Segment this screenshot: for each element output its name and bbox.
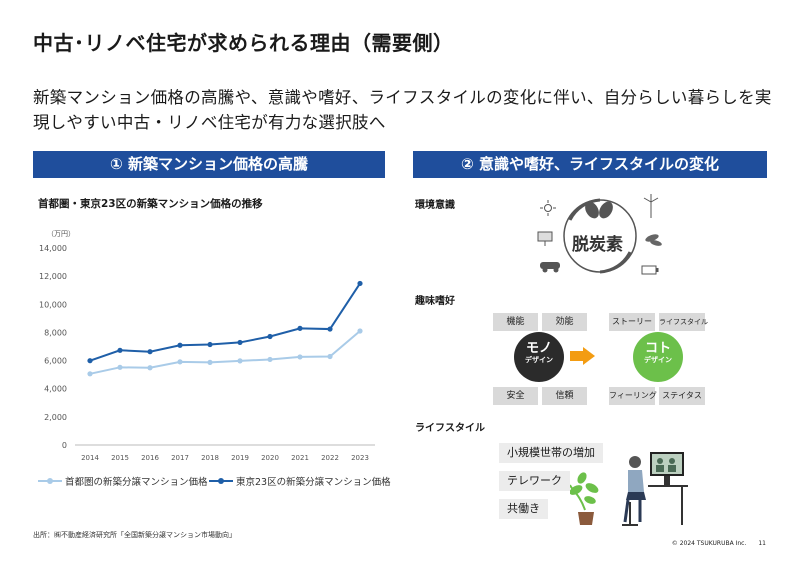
x-tick-label: 2017 [171,454,189,462]
koto-title: コト [644,341,671,356]
lifestyle-item: 共働き [499,499,548,519]
x-tick-label: 2016 [141,454,159,462]
legend-item-tokyo23: 東京23区の新築分譲マンション価格 [209,474,391,488]
x-tick-label: 2018 [201,454,219,462]
x-tick-label: 2022 [321,454,339,462]
legend-swatch-capital [38,476,62,486]
hobby-label: 趣味嗜好 [415,296,455,307]
leaves-icon [645,234,662,246]
data-point [237,358,243,364]
source-note: 出所：㈱不動産経済研究所「全国新築分譲マンション市場動向」 [33,531,236,539]
y-tick-label: 10,000 [39,300,67,309]
x-tick-label: 2021 [291,454,309,462]
data-point [327,353,333,360]
y-tick-label: 6,000 [44,357,67,366]
eco-label: 環境意識 [415,200,455,211]
y-tick-label: 4,000 [44,385,67,394]
koto-item: ステイタス [659,387,705,405]
data-point [267,356,273,363]
price-line-chart: （万円） 0 2,000 4,000 6,000 8,000 10,000 12,000 14,… [39,230,375,462]
solar-panel-icon [537,231,553,246]
y-tick-label: 2,000 [44,413,67,422]
left-section-header: ① 新築マンション価格の高騰 [33,151,385,178]
electric-car-icon [540,262,560,273]
koto-subtitle: デザイン [644,356,672,364]
chair-icon [622,502,638,526]
decarbonization-illustration [537,194,662,275]
data-point [87,371,93,377]
legend-swatch-tokyo23 [209,476,233,486]
y-unit-label: （万円） [47,230,75,238]
y-tick-label: 12,000 [39,272,67,281]
data-point [207,359,213,366]
lifestyle-item: テレワーク [499,471,570,491]
koto-design-circle: コト デザイン [633,332,683,382]
x-tick-label: 2014 [81,454,99,462]
data-point [147,365,153,371]
data-point [177,342,183,348]
desk-icon [648,485,688,525]
data-point [117,347,123,353]
wind-turbine-icon [643,194,659,218]
page-title: 中古･リノベ住宅が求められる理由（需要側） [33,31,454,55]
data-point [237,339,243,346]
koto-item: ストーリー [609,313,655,331]
data-point [117,364,123,370]
data-point [297,325,303,331]
lead-text: 新築マンション価格の高騰や、意識や嗜好、ライフスタイルの変化に伴い、自分らしい暮… [33,88,772,132]
right-section-header: ② 意識や嗜好、ライフスタイルの変化 [413,151,767,178]
x-tick-label: 2015 [111,454,129,462]
plant-icon [570,472,599,525]
arrow-right-icon [583,347,595,365]
mono-item: 信頼 [542,387,587,405]
y-tick-label: 0 [62,441,67,450]
monitor-icon [650,452,684,486]
data-point [207,341,213,348]
data-point [147,349,153,355]
mono-item: 効能 [542,313,587,331]
legend-label-tokyo23: 東京23区の新築分譲マンション価格 [236,477,391,488]
mono-design-circle: モノ デザイン [514,332,564,382]
data-point [177,359,183,365]
data-point [267,333,273,340]
series-line-1 [89,282,361,362]
chart-title: 首都圏・東京23区の新築マンション価格の推移 [38,198,263,210]
lifestyle-label: ライフスタイル [415,423,485,434]
data-point [87,358,93,364]
data-point [297,354,303,360]
data-point [357,328,363,334]
data-point [357,280,363,287]
x-tick-label: 2020 [261,454,279,462]
leaf-icon [585,201,613,219]
legend-label-capital: 首都圏の新築分譲マンション価格 [65,477,208,488]
legend-item-capital: 首都圏の新築分譲マンション価格 [38,474,208,488]
lifestyle-item: 小規模世帯の増加 [499,443,603,463]
sun-icon [540,200,556,216]
data-point [327,326,333,332]
arrow-stem [570,351,584,361]
y-tick-label: 8,000 [44,328,67,337]
battery-icon [641,265,659,275]
decarb-text: 脱炭素 [572,235,623,255]
telework-illustration [570,452,688,526]
mono-subtitle: デザイン [525,356,553,364]
footer-copyright: © 2024 TSUKURUBA Inc. 11 [671,540,766,547]
series-line-0 [89,330,361,375]
mono-title: モノ [525,341,552,356]
x-tick-label: 2019 [231,454,249,462]
koto-item: フィーリング [609,387,657,405]
mono-item: 安全 [493,387,538,405]
mono-item: 機能 [493,313,538,331]
koto-item: ライフスタイル [659,313,708,331]
person-icon [623,456,646,523]
y-tick-label: 14,000 [39,244,67,253]
x-tick-label: 2023 [351,454,369,462]
